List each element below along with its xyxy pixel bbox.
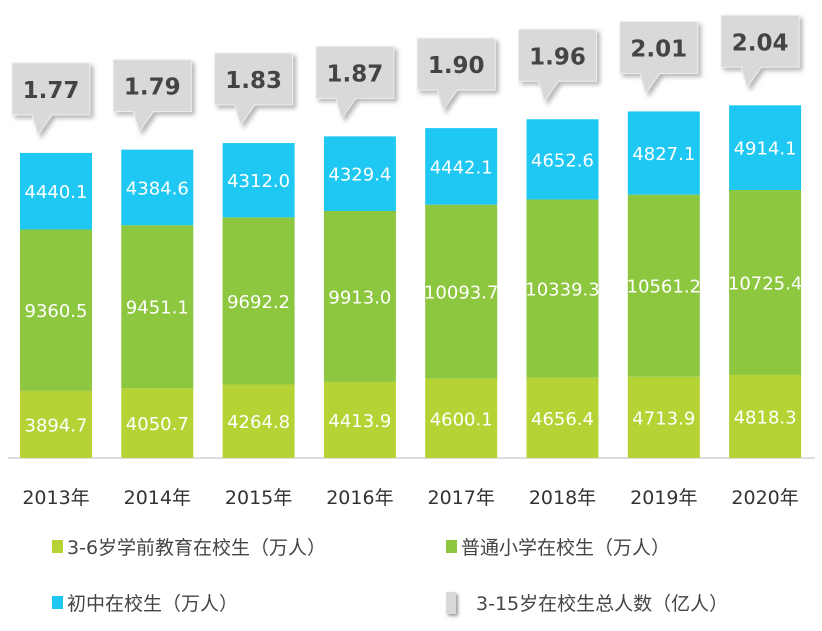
bar-segment	[729, 374, 802, 458]
data-label: 10093.7	[424, 283, 498, 304]
data-label: 4329.4	[328, 165, 391, 186]
bar-segment	[222, 143, 295, 218]
x-tick-label: 2018年	[529, 487, 596, 509]
legend-item-total: 3-15岁在校生总人数（亿人）	[446, 589, 728, 616]
x-tick-label: 2015年	[225, 487, 292, 509]
total-label: 1.83	[225, 68, 282, 94]
legend-item-primary: 普通小学在校生（万人）	[446, 533, 670, 560]
legend-item-junior: 初中在校生（万人）	[52, 589, 238, 616]
legend-label: 普通小学在校生（万人）	[461, 537, 671, 559]
x-tick-label: 2020年	[731, 487, 798, 509]
data-label: 4440.1	[25, 182, 88, 203]
total-label: 2.01	[630, 36, 687, 62]
data-label: 10725.4	[728, 273, 802, 294]
bar-segment	[627, 111, 700, 195]
x-tick-label: 2013年	[22, 487, 89, 509]
total-callout	[315, 45, 395, 120]
total-label: 2.04	[732, 30, 789, 56]
x-tick-label: 2014年	[124, 487, 191, 509]
data-label: 9360.5	[25, 301, 88, 322]
data-label: 9692.2	[227, 292, 290, 313]
data-label: 4600.1	[430, 409, 493, 430]
bar-segment	[121, 388, 194, 458]
bar-segment	[526, 119, 599, 200]
bar-segment	[627, 376, 700, 458]
legend-swatch	[446, 540, 457, 553]
total-callout	[112, 59, 192, 133]
legend-swatch	[52, 540, 63, 553]
data-label: 3894.7	[25, 415, 88, 436]
bar-segment	[121, 225, 194, 389]
bar-segment	[20, 390, 92, 458]
legend-swatch	[52, 596, 63, 609]
x-tick-label: 2019年	[630, 487, 697, 509]
total-callout	[720, 14, 800, 89]
bar-segment	[425, 378, 498, 458]
data-label: 4050.7	[126, 414, 189, 435]
bar-segment	[729, 105, 802, 191]
data-label: 4442.1	[430, 157, 493, 178]
bar-segment	[121, 149, 194, 226]
data-label: 4818.3	[734, 407, 797, 428]
legend-label: 3-6岁学前教育在校生（万人）	[67, 537, 327, 559]
bar-segment	[729, 190, 802, 375]
data-label: 4264.8	[227, 412, 290, 433]
callout-icon	[446, 591, 456, 614]
x-tick-label: 2017年	[428, 487, 495, 509]
bar-segment	[222, 384, 295, 458]
bar-segment	[425, 204, 498, 379]
total-callout	[214, 52, 294, 127]
data-label: 4914.1	[734, 139, 797, 160]
data-label: 10339.3	[525, 280, 599, 301]
total-callout	[416, 37, 496, 112]
total-callout	[11, 62, 91, 137]
data-label: 4713.9	[632, 408, 695, 429]
data-label: 9913.0	[328, 287, 391, 308]
data-label: 4827.1	[632, 144, 695, 165]
bar-segment	[627, 194, 700, 377]
total-label: 1.96	[529, 44, 586, 70]
bar-segment	[20, 152, 92, 230]
total-callout	[619, 20, 699, 95]
bar-segment	[323, 136, 396, 212]
data-label: 4312.0	[227, 171, 290, 192]
total-label: 1.79	[124, 75, 181, 101]
bar-segment	[222, 217, 295, 385]
bar-segment	[526, 199, 599, 378]
total-label: 1.87	[327, 61, 384, 87]
total-callout	[518, 28, 597, 103]
bar-segment	[323, 381, 396, 458]
total-label: 1.77	[23, 78, 80, 104]
bar-segment	[526, 377, 599, 458]
total-label: 1.90	[428, 53, 485, 79]
data-label: 10561.2	[627, 277, 701, 298]
data-label: 4384.6	[126, 178, 189, 199]
bar-segment	[20, 229, 92, 391]
legend-label: 初中在校生（万人）	[67, 593, 239, 615]
data-label: 4652.6	[531, 150, 594, 171]
bar-segment	[323, 211, 396, 382]
legend-item-preschool: 3-6岁学前教育在校生（万人）	[52, 533, 326, 560]
legend-label: 3-15岁在校生总人数（亿人）	[476, 593, 729, 615]
x-tick-label: 2016年	[326, 487, 393, 509]
bar-segment	[425, 128, 498, 205]
data-label: 9451.1	[126, 298, 189, 319]
data-label: 4413.9	[328, 411, 391, 432]
data-label: 4656.4	[531, 409, 594, 430]
